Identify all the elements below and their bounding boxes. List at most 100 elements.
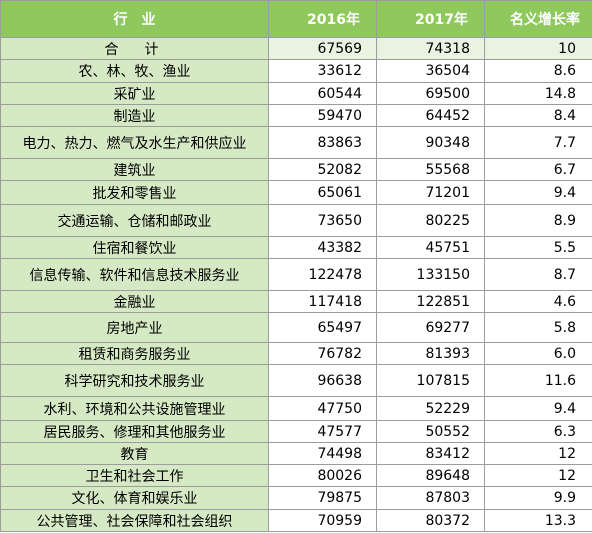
value-2017-cell: 80372 [376,509,485,532]
value-2016-cell: 76782 [268,342,377,365]
industry-cell: 批发和零售业 [0,180,269,205]
value-2016-cell: 74498 [268,442,377,465]
value-2016-cell: 60544 [268,82,377,105]
growth-rate-cell: 9.4 [484,180,592,205]
table-row: 教育 74498 83412 12 [0,442,592,465]
growth-rate-cell: 4.6 [484,290,592,313]
value-2016-cell: 65061 [268,180,377,205]
industry-cell: 租赁和商务服务业 [0,342,269,365]
value-2017-cell: 87803 [376,486,485,510]
growth-rate-cell: 8.7 [484,258,592,291]
table-row: 农、林、牧、渔业 33612 36504 8.6 [0,59,592,83]
industry-cell: 教育 [0,442,269,465]
growth-rate-cell: 5.8 [484,312,592,343]
growth-rate-cell: 8.9 [484,204,592,237]
industry-cell: 建筑业 [0,158,269,181]
value-2016-cell: 70959 [268,509,377,532]
value-2017-cell: 55568 [376,158,485,181]
table-row: 房地产业 65497 69277 5.8 [0,312,592,343]
growth-rate-cell: 12 [484,442,592,465]
table-row: 金融业 117418 122851 4.6 [0,290,592,313]
growth-rate-cell: 6.3 [484,420,592,443]
table-row: 批发和零售业 65061 71201 9.4 [0,180,592,205]
growth-rate-cell: 8.6 [484,59,592,83]
industry-cell: 农、林、牧、渔业 [0,59,269,83]
growth-rate-cell: 7.7 [484,126,592,159]
value-2017-cell: 89648 [376,464,485,487]
industry-cell: 交通运输、仓储和邮政业 [0,204,269,237]
value-2017-cell: 133150 [376,258,485,291]
table-row: 建筑业 52082 55568 6.7 [0,158,592,181]
industry-cell: 合 计 [0,37,269,60]
value-2016-cell: 122478 [268,258,377,291]
value-2016-cell: 52082 [268,158,377,181]
industry-cell: 文化、体育和娱乐业 [0,486,269,510]
value-2017-cell: 83412 [376,442,485,465]
value-2017-cell: 36504 [376,59,485,83]
industry-cell: 卫生和社会工作 [0,464,269,487]
value-2016-cell: 73650 [268,204,377,237]
growth-rate-cell: 9.9 [484,486,592,510]
total-row: 合 计 67569 74318 10 [0,37,592,60]
value-2016-cell: 65497 [268,312,377,343]
value-2017-cell: 50552 [376,420,485,443]
value-2016-cell: 80026 [268,464,377,487]
table-row: 科学研究和技术服务业 96638 107815 11.6 [0,364,592,397]
value-2016-cell: 33612 [268,59,377,83]
value-2017-cell: 81393 [376,342,485,365]
table-row: 租赁和商务服务业 76782 81393 6.0 [0,342,592,365]
industry-cell: 居民服务、修理和其他服务业 [0,420,269,443]
table-row: 住宿和餐饮业 43382 45751 5.5 [0,236,592,259]
value-2017-cell: 69500 [376,82,485,105]
table-row: 制造业 59470 64452 8.4 [0,104,592,127]
value-2017-cell: 74318 [376,37,485,60]
value-2016-cell: 47577 [268,420,377,443]
value-2016-cell: 117418 [268,290,377,313]
industry-cell: 公共管理、社会保障和社会组织 [0,509,269,532]
growth-rate-cell: 9.4 [484,396,592,421]
industry-cell: 水利、环境和公共设施管理业 [0,396,269,421]
value-2016-cell: 83863 [268,126,377,159]
table-row: 电力、热力、燃气及水生产和供应业 83863 90348 7.7 [0,126,592,159]
industry-cell: 房地产业 [0,312,269,343]
growth-rate-cell: 10 [484,37,592,60]
value-2017-cell: 90348 [376,126,485,159]
value-2017-cell: 64452 [376,104,485,127]
value-2016-cell: 96638 [268,364,377,397]
industry-cell: 采矿业 [0,82,269,105]
growth-rate-cell: 6.0 [484,342,592,365]
header-2016: 2016年 [268,0,377,38]
value-2016-cell: 79875 [268,486,377,510]
header-2017: 2017年 [376,0,485,38]
table-row: 卫生和社会工作 80026 89648 12 [0,464,592,487]
growth-rate-cell: 14.8 [484,82,592,105]
value-2017-cell: 45751 [376,236,485,259]
value-2016-cell: 67569 [268,37,377,60]
industry-cell: 制造业 [0,104,269,127]
value-2016-cell: 43382 [268,236,377,259]
table-row: 公共管理、社会保障和社会组织 70959 80372 13.3 [0,509,592,532]
table-row: 水利、环境和公共设施管理业 47750 52229 9.4 [0,396,592,421]
table-header-row: 行 业 2016年 2017年 名义增长率 [0,0,592,38]
growth-rate-cell: 11.6 [484,364,592,397]
industry-cell: 金融业 [0,290,269,313]
growth-rate-cell: 8.4 [484,104,592,127]
growth-rate-cell: 5.5 [484,236,592,259]
value-2017-cell: 69277 [376,312,485,343]
value-2017-cell: 80225 [376,204,485,237]
value-2017-cell: 107815 [376,364,485,397]
value-2017-cell: 52229 [376,396,485,421]
industry-cell: 电力、热力、燃气及水生产和供应业 [0,126,269,159]
header-growth: 名义增长率 [484,0,592,38]
industry-cell: 科学研究和技术服务业 [0,364,269,397]
table-row: 文化、体育和娱乐业 79875 87803 9.9 [0,486,592,510]
header-industry: 行 业 [0,0,269,38]
table-row: 采矿业 60544 69500 14.8 [0,82,592,105]
table-row: 居民服务、修理和其他服务业 47577 50552 6.3 [0,420,592,443]
industry-cell: 信息传输、软件和信息技术服务业 [0,258,269,291]
growth-rate-cell: 12 [484,464,592,487]
value-2016-cell: 59470 [268,104,377,127]
table-row: 信息传输、软件和信息技术服务业 122478 133150 8.7 [0,258,592,291]
table-row: 交通运输、仓储和邮政业 73650 80225 8.9 [0,204,592,237]
